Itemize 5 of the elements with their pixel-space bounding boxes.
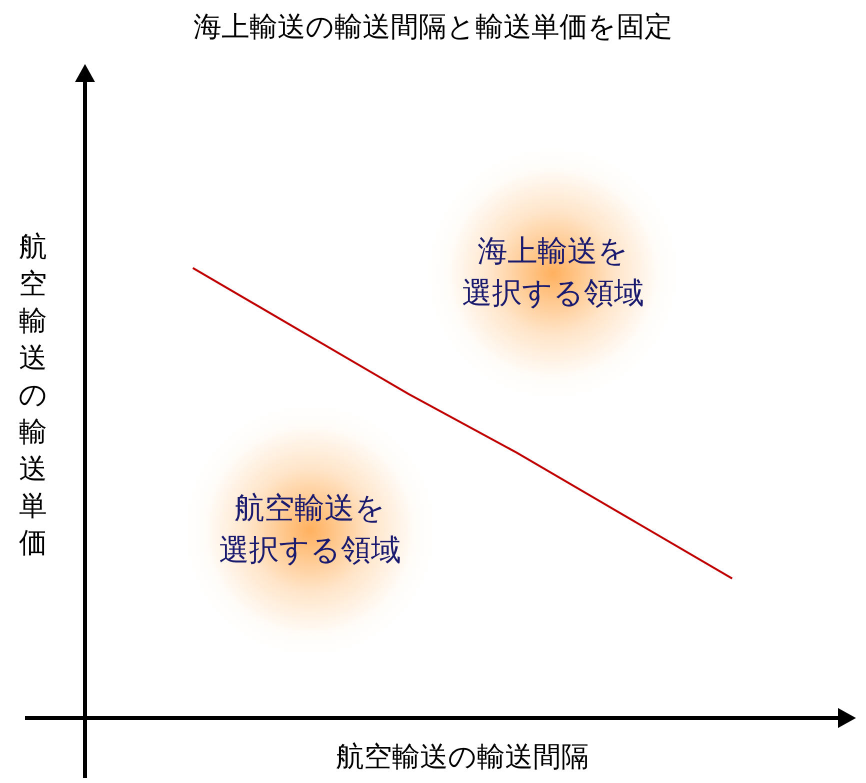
x-axis-title: 航空輸送の輸送間隔 xyxy=(335,739,590,775)
chart-title: 海上輸送の輸送間隔と輸送単価を固定 xyxy=(192,9,674,45)
annotation: 航空輸送を選択する領域 xyxy=(219,491,401,568)
annotation: 海上輸送を選択する領域 xyxy=(462,234,644,311)
text: 航空輸送の輸送単価 xyxy=(18,230,48,559)
